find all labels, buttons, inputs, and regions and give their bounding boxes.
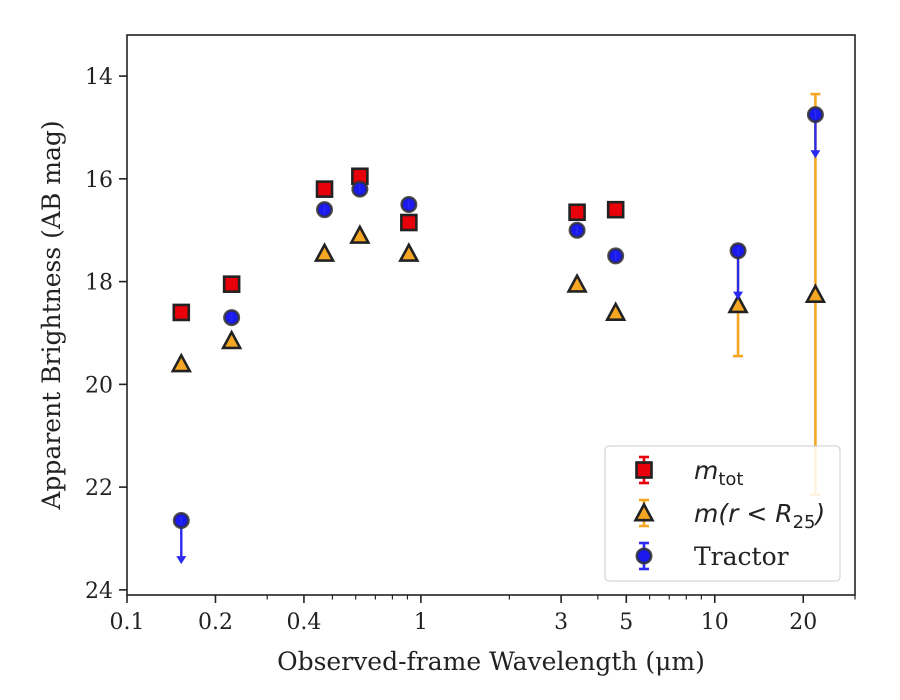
data-point-mtot	[315, 180, 334, 198]
data-point-mtot	[172, 303, 191, 322]
legend-label-mr25: m(r < R25)	[694, 499, 825, 533]
x-tick-label: 3	[554, 610, 568, 635]
x-tick-label: 5	[619, 610, 633, 635]
legend-marker-tractor	[635, 547, 653, 565]
x-tick-label: 0.1	[110, 610, 145, 635]
x-tick-label: 0.2	[198, 610, 233, 635]
y-tick-label: 22	[85, 476, 113, 501]
y-tick-label: 18	[85, 271, 113, 296]
y-tick-label: 20	[85, 373, 113, 398]
upper-limit-arrow-head	[733, 291, 744, 300]
y-tick-label: 24	[85, 579, 113, 604]
y-tick-label: 14	[85, 65, 113, 90]
data-point-mr25	[170, 352, 192, 373]
series-mtot	[172, 167, 625, 322]
legend-label-mtot: mtot	[694, 456, 744, 490]
y-axis-title: Apparent Brightness (AB mag)	[37, 120, 66, 510]
y-tick-label: 16	[85, 168, 113, 193]
data-point-mtot	[568, 203, 586, 222]
data-point-mtot	[222, 275, 241, 293]
data-point-mr25	[727, 293, 749, 314]
legend: mtot m(r < R25) Tractor	[604, 445, 841, 582]
series-mr25	[170, 92, 827, 497]
data-point-mr25	[313, 242, 336, 262]
axis-ticks: 0.1 0.2 0.4 1 3 5 10 20 14 16 18 20 22 24	[85, 65, 856, 635]
legend-label-tractor: Tractor	[694, 542, 789, 571]
data-point-mr25	[349, 224, 371, 244]
series-tractor	[172, 106, 824, 565]
plot-frame	[126, 34, 856, 596]
upper-limit-arrow-head	[176, 556, 187, 565]
legend-box	[604, 445, 841, 582]
upper-limit-arrow-head	[810, 150, 821, 159]
data-point-mr25	[398, 242, 420, 262]
x-tick-label: 1	[414, 610, 428, 635]
legend-marker-mr25	[633, 501, 655, 522]
x-tick-label: 10	[701, 610, 729, 635]
x-tick-label: 0.4	[286, 610, 321, 635]
x-axis-title: Observed-frame Wavelength (μm)	[277, 647, 705, 676]
data-point-mtot	[400, 213, 418, 232]
data-point-mr25	[804, 283, 827, 303]
data-point-mr25	[604, 301, 627, 321]
data-point-mr25	[220, 329, 243, 350]
legend-marker-mtot	[635, 461, 653, 479]
chart-marks	[170, 92, 827, 565]
x-tick-label: 20	[789, 610, 817, 635]
data-point-mr25	[566, 272, 588, 293]
data-point-mtot	[606, 200, 625, 219]
